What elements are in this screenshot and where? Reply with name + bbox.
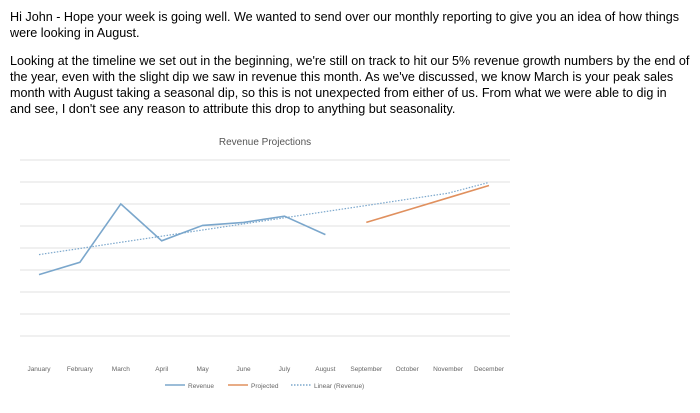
chart-title: Revenue Projections: [219, 137, 311, 148]
email-paragraph-greeting: Hi John - Hope your week is going well. …: [10, 10, 680, 40]
x-tick-label: May: [196, 366, 209, 373]
x-tick-label: June: [236, 366, 250, 373]
series-line-revenue: [38, 202, 326, 276]
chart-svg: Revenue Projections January February March…: [20, 137, 510, 390]
revenue-projections-chart: Revenue Projections January February March…: [0, 128, 700, 413]
series-line-linear-revenue: [38, 181, 490, 256]
x-tick-label: September: [350, 366, 383, 373]
legend-label: Linear (Revenue): [314, 383, 364, 390]
x-tick-label: November: [433, 366, 464, 373]
legend-label: Revenue: [188, 383, 214, 390]
legend-label: Projected: [251, 383, 279, 390]
chart-series-layer: [38, 181, 490, 276]
chart-legend: Revenue Projected Linear (Revenue): [165, 383, 364, 390]
chart-x-axis-labels: January February March April May June July Augu…: [27, 366, 504, 373]
x-tick-label: July: [279, 366, 291, 373]
x-tick-label: October: [396, 366, 420, 373]
email-paragraph-summary: Looking at the timeline we set out in th…: [10, 54, 690, 116]
x-tick-label: January: [27, 366, 51, 373]
x-tick-label: February: [67, 366, 94, 373]
email-body: Hi John - Hope your week is going well. …: [10, 9, 690, 129]
x-tick-label: April: [155, 366, 169, 373]
chart-gridlines: [20, 159, 510, 337]
x-tick-label: August: [315, 366, 335, 373]
series-line-projected: [366, 184, 490, 224]
x-tick-label: December: [474, 366, 505, 373]
x-tick-label: March: [112, 366, 130, 373]
